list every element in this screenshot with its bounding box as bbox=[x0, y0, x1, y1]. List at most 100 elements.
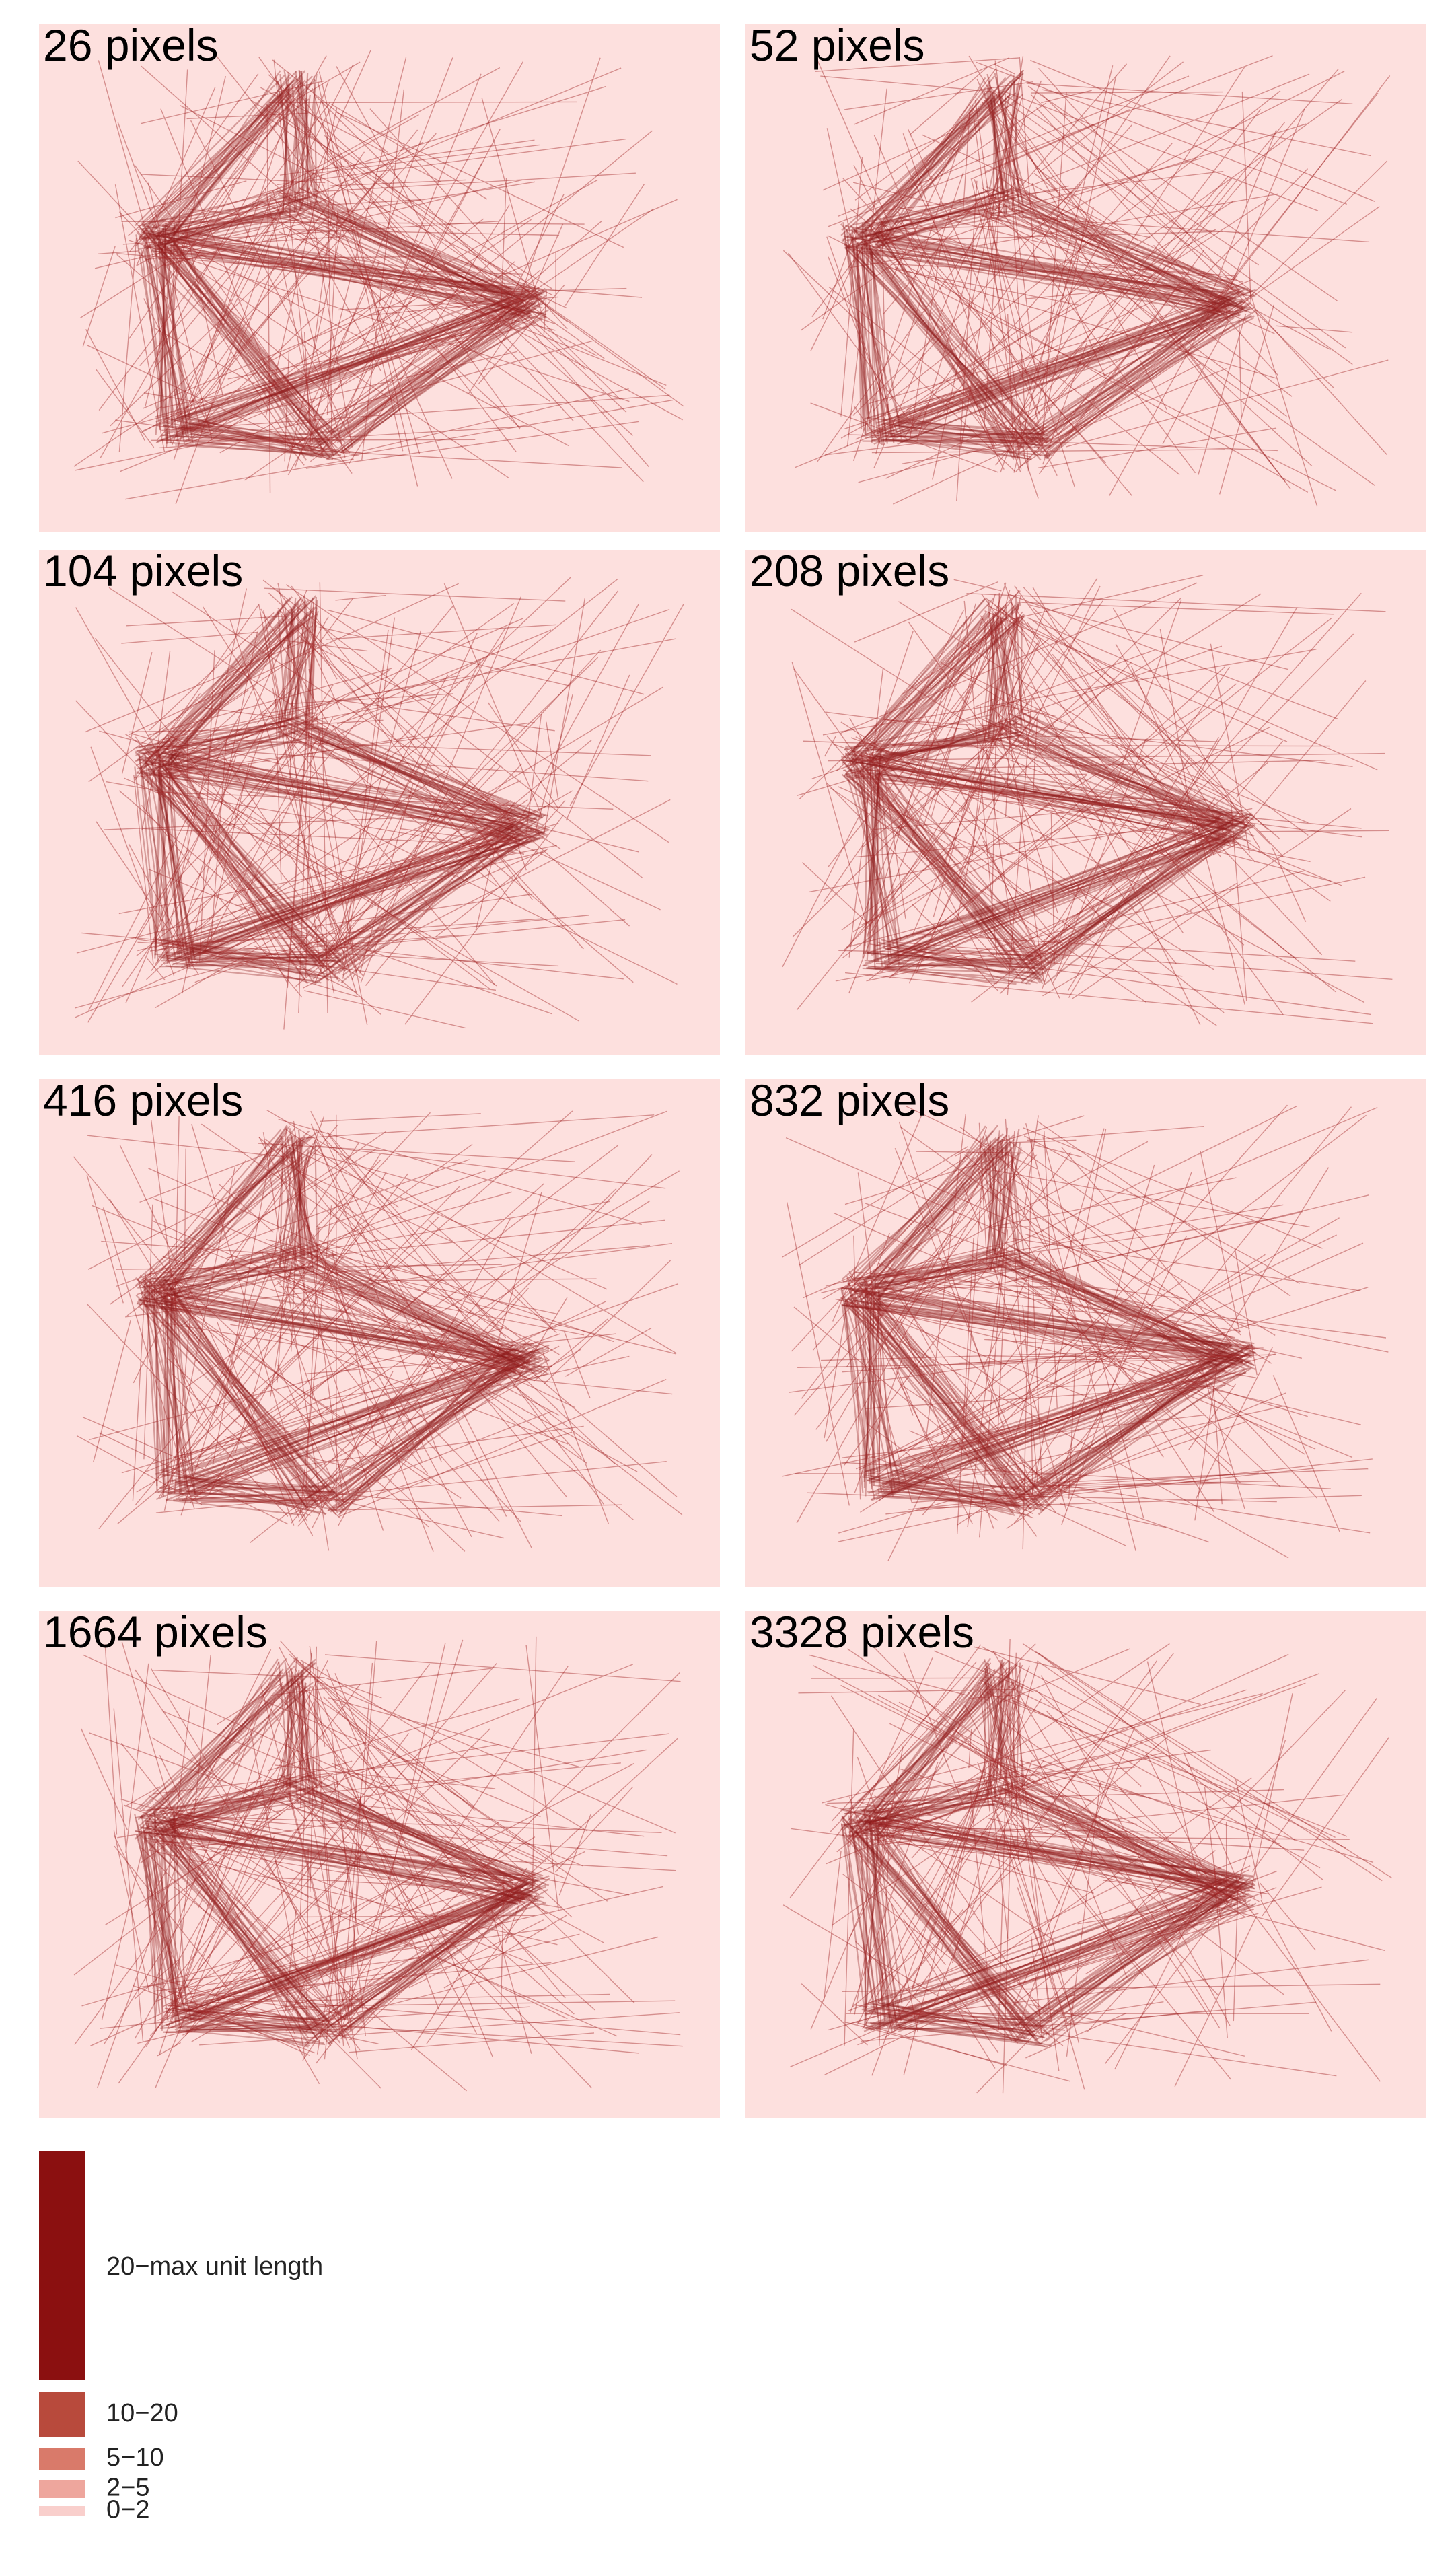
flow-line bbox=[988, 81, 1006, 217]
flow-line bbox=[810, 215, 879, 351]
flow-line bbox=[326, 131, 333, 458]
flow-line bbox=[1105, 1898, 1231, 2065]
flow-line bbox=[861, 756, 876, 969]
flow-line bbox=[994, 1672, 1008, 1795]
flow-line bbox=[290, 799, 528, 962]
flow-line bbox=[853, 1812, 1038, 2026]
flow-line bbox=[169, 1283, 326, 1516]
flow-line bbox=[183, 1349, 550, 1472]
flow-line bbox=[158, 775, 195, 954]
flow-line bbox=[1026, 1284, 1232, 1466]
flow-line bbox=[185, 208, 380, 231]
flow-line bbox=[984, 739, 1224, 836]
flow-line bbox=[997, 713, 1019, 766]
flow-line bbox=[160, 1250, 305, 1279]
flow-line bbox=[1006, 1262, 1256, 1354]
flow-line bbox=[347, 128, 501, 419]
flow-line bbox=[193, 813, 521, 958]
flow-line bbox=[277, 609, 293, 727]
flow-line bbox=[852, 229, 1225, 301]
flow-line bbox=[289, 1678, 608, 1902]
flow-line bbox=[841, 96, 996, 231]
flow-line bbox=[277, 582, 368, 1026]
flow-line bbox=[183, 953, 334, 968]
flow-line bbox=[1055, 2010, 1202, 2027]
flow-line bbox=[986, 73, 1024, 217]
flow-line bbox=[189, 814, 542, 958]
flow-line bbox=[229, 1998, 344, 2015]
flow-line bbox=[160, 940, 330, 976]
flow-line bbox=[162, 1828, 176, 2007]
flow-line bbox=[173, 242, 325, 452]
flow-line bbox=[828, 287, 1042, 457]
flow-line bbox=[883, 1749, 1211, 1795]
flow-line bbox=[814, 57, 1020, 73]
flow-line bbox=[154, 598, 301, 755]
flow-line bbox=[993, 1795, 1216, 1904]
flow-line bbox=[789, 1334, 1222, 1393]
flow-line bbox=[90, 746, 175, 976]
flow-line bbox=[293, 96, 302, 214]
flow-line bbox=[507, 1333, 616, 1347]
flow-line bbox=[995, 1252, 1241, 1483]
flow-line bbox=[157, 133, 437, 441]
flow-line bbox=[990, 1139, 1003, 1271]
flow-line bbox=[858, 1754, 1103, 1802]
flow-line bbox=[1034, 238, 1077, 417]
flow-line bbox=[333, 1431, 573, 1509]
flow-line bbox=[831, 1776, 1044, 1926]
flow-line bbox=[326, 299, 546, 460]
flow-line bbox=[142, 1672, 283, 1811]
flow-line bbox=[175, 1806, 316, 1980]
flow-line bbox=[157, 214, 281, 244]
flow-line bbox=[877, 765, 1229, 820]
flow-line bbox=[992, 1799, 1248, 1888]
flow-line bbox=[830, 1662, 992, 1832]
flow-line bbox=[879, 203, 1019, 225]
flow-line bbox=[280, 1248, 587, 1464]
flow-line bbox=[803, 740, 996, 748]
flow-line bbox=[324, 226, 683, 421]
flow-line bbox=[850, 188, 1020, 231]
flow-line bbox=[864, 959, 1031, 974]
flow-line bbox=[1044, 290, 1243, 445]
flow-line bbox=[215, 1116, 325, 1413]
flow-line bbox=[283, 639, 314, 1030]
flow-line bbox=[165, 244, 236, 266]
flow-line bbox=[1011, 1810, 1231, 2080]
flow-line bbox=[822, 1220, 961, 1300]
flow-line bbox=[885, 1468, 1315, 1515]
flow-line bbox=[137, 851, 544, 952]
flow-line bbox=[194, 954, 268, 983]
flow-line bbox=[193, 618, 523, 760]
flow-line bbox=[865, 746, 1046, 983]
flow-line bbox=[159, 1351, 510, 1472]
flow-line bbox=[858, 242, 1241, 316]
flow-line bbox=[853, 1259, 1024, 1293]
flow-line bbox=[857, 1172, 895, 1466]
flow-line bbox=[157, 1155, 289, 1306]
flow-line bbox=[143, 596, 293, 769]
flow-line bbox=[877, 762, 1230, 828]
flow-line bbox=[1014, 316, 1255, 452]
flow-line bbox=[92, 1320, 131, 1463]
flow-line bbox=[850, 202, 988, 242]
flow-line bbox=[986, 736, 1233, 814]
flow-line bbox=[135, 689, 250, 766]
flow-line bbox=[852, 1835, 898, 2024]
flow-line bbox=[984, 1680, 1021, 1798]
flow-line bbox=[114, 1834, 198, 2008]
flow-line bbox=[1060, 1236, 1187, 1492]
flow-line bbox=[99, 1432, 289, 1525]
flow-line bbox=[863, 1890, 1237, 2032]
flow-line bbox=[858, 1144, 996, 1299]
flow-line bbox=[988, 215, 1219, 291]
flow-line bbox=[838, 786, 1114, 908]
flow-line bbox=[303, 799, 671, 989]
panel-background bbox=[39, 1079, 720, 1587]
flow-line bbox=[791, 608, 985, 734]
flow-line bbox=[844, 1302, 864, 1493]
flow-line bbox=[167, 1835, 332, 2046]
flow-line bbox=[195, 1913, 453, 2016]
